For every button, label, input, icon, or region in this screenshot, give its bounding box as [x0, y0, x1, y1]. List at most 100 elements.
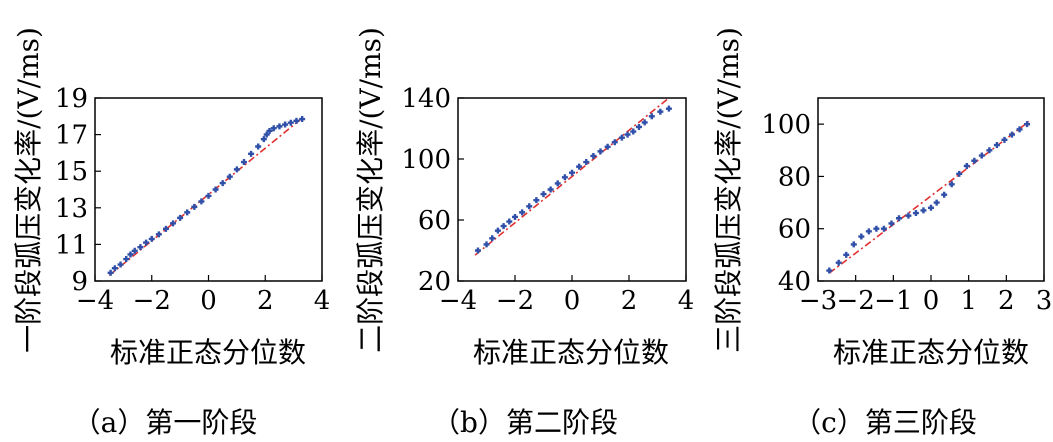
panel-c-data-point: [858, 233, 865, 240]
panel-b-data-point: [494, 227, 501, 234]
panel-c-reference-line: [828, 120, 1030, 274]
panel-b-data-point: [483, 241, 490, 248]
panel-c-data-point: [1001, 136, 1008, 143]
panel-a-data-point: [219, 180, 226, 187]
panel-a-points: [107, 116, 306, 276]
panel-a-x-tick-label: 0: [200, 286, 217, 316]
panel-b-data-point: [624, 131, 631, 138]
panel-a-data-point: [293, 117, 300, 124]
panel-b-data-point: [604, 143, 611, 150]
panel-c-data-point: [843, 251, 850, 258]
panel-b-y-tick-label: 60: [418, 206, 451, 236]
panel-a-y-tick-label: 15: [55, 157, 88, 187]
panel-a-data-point: [117, 261, 124, 268]
panel-b-x-tick-label: 4: [678, 286, 695, 316]
panel-a-y-tick-label: 9: [71, 267, 88, 297]
panel-c-data-point: [978, 152, 985, 159]
panel-c-data-point: [1008, 131, 1015, 138]
panel-c-x-tick-label: −2: [837, 286, 875, 316]
panel-a-y-tick-label: 17: [55, 121, 88, 151]
panel-b-data-point: [590, 152, 597, 159]
panel-a-data-point: [205, 192, 212, 199]
panel-c-data-point: [956, 170, 963, 177]
panel-b-data-point: [526, 203, 533, 210]
panel-c-x-tick-label: −1: [874, 286, 912, 316]
panel-c-data-point: [963, 162, 970, 169]
panel-c-x-tick-label: 1: [960, 286, 977, 316]
panel-c-caption: （c）第三阶段: [793, 406, 977, 439]
panel-c-data-point: [933, 199, 940, 206]
panel-a-data-point: [299, 116, 306, 123]
panel-a-data-point: [131, 247, 138, 254]
panel-a-data-point: [137, 244, 144, 251]
panel-a-data-point: [226, 173, 233, 180]
panel-b-data-point: [641, 119, 648, 126]
panel-c-data-point: [905, 212, 912, 219]
panel-b-data-point: [519, 209, 526, 216]
panel-b-data-point: [489, 235, 496, 242]
panel-b-x-tick-label: −2: [496, 286, 534, 316]
panel-c-data-point: [948, 181, 955, 188]
panel-b-data-point: [569, 169, 575, 176]
panel-b-data-point: [648, 113, 655, 120]
panel-a-data-point: [123, 256, 130, 263]
panel-a-data-point: [155, 231, 162, 238]
panel-c-data-point: [895, 215, 902, 222]
panel-c-data-point: [880, 225, 887, 232]
panel-b-data-point: [540, 191, 547, 198]
panel-b-x-axis-label: 标准正态分位数: [473, 336, 669, 369]
panel-a-data-point: [260, 136, 267, 143]
panel-c-data-point: [928, 204, 934, 211]
panel-b-x-tick-label: 2: [621, 286, 638, 316]
panel-c-y-tick-label: 80: [778, 162, 811, 192]
panel-a-x-tick-label: −4: [76, 286, 114, 316]
panel-a-data-point: [255, 143, 262, 150]
panel-b-data-point: [533, 197, 540, 204]
panel-a-data-point: [270, 125, 277, 132]
panel-a-data-point: [287, 119, 294, 126]
panel-a-data-point: [107, 269, 114, 276]
panel-a: 一阶段弧压变化率/(V/ms) −4 −2 0 2 4 9 11 13 15 17 19 标准正态分…: [12, 27, 330, 439]
panel-a-y-tick-label: 11: [55, 230, 88, 260]
panel-c-x-tick-label: −3: [799, 286, 837, 316]
panel-b-y-tick-label: 100: [401, 145, 451, 175]
panel-b-data-point: [611, 139, 618, 146]
panel-c-x-tick-label: 0: [923, 286, 940, 316]
panel-c-data-point: [1024, 121, 1031, 128]
panel-b-data-point: [583, 159, 590, 166]
panel-a-y-tick-label: 13: [55, 194, 88, 224]
panel-a-data-point: [266, 127, 273, 134]
panel-b-caption: （b）第二阶段: [432, 406, 618, 439]
panel-b-data-point: [474, 247, 481, 254]
panel-a-data-point: [248, 150, 255, 157]
panel-b-data-point: [547, 186, 554, 193]
panel-b-ticks: −4 −2 0 2 4 20 60 100 140: [401, 84, 694, 316]
panel-c-data-point: [888, 220, 895, 227]
panel-a-x-tick-label: −2: [133, 286, 171, 316]
panel-a-data-point: [177, 214, 184, 221]
panel-b-data-point: [554, 180, 561, 187]
panel-c-data-point: [826, 267, 833, 274]
panel-a-data-point: [170, 220, 177, 227]
panel-a-data-point: [233, 166, 240, 173]
panel-a-data-point: [240, 159, 247, 166]
panel-c-ticks: −3 −2 −1 0 1 2 3 40 60 80 100: [761, 110, 1052, 316]
panel-b-data-point: [512, 213, 518, 220]
panel-a-caption: （a）第一阶段: [73, 406, 258, 439]
panel-b-data-point: [597, 148, 604, 155]
panel-c-data-point: [873, 225, 880, 232]
panel-c-data-point: [941, 191, 948, 198]
panel-b-data-point: [618, 134, 625, 141]
panel-b-data-point: [630, 128, 637, 135]
panel-c-data-point: [920, 207, 927, 214]
panel-a-data-point: [127, 251, 134, 258]
panel-b-points: [474, 105, 672, 254]
panel-a-data-point: [162, 225, 169, 232]
panel-c-y-tick-label: 60: [778, 215, 811, 245]
panel-a-x-tick-label: 4: [314, 286, 331, 316]
panel-c-y-tick-label: 40: [778, 267, 811, 297]
panel-a-data-point: [263, 131, 270, 138]
panel-b-plot-frame: [457, 97, 687, 282]
panel-c-data-point: [835, 259, 842, 266]
panel-a-data-point: [111, 265, 118, 272]
